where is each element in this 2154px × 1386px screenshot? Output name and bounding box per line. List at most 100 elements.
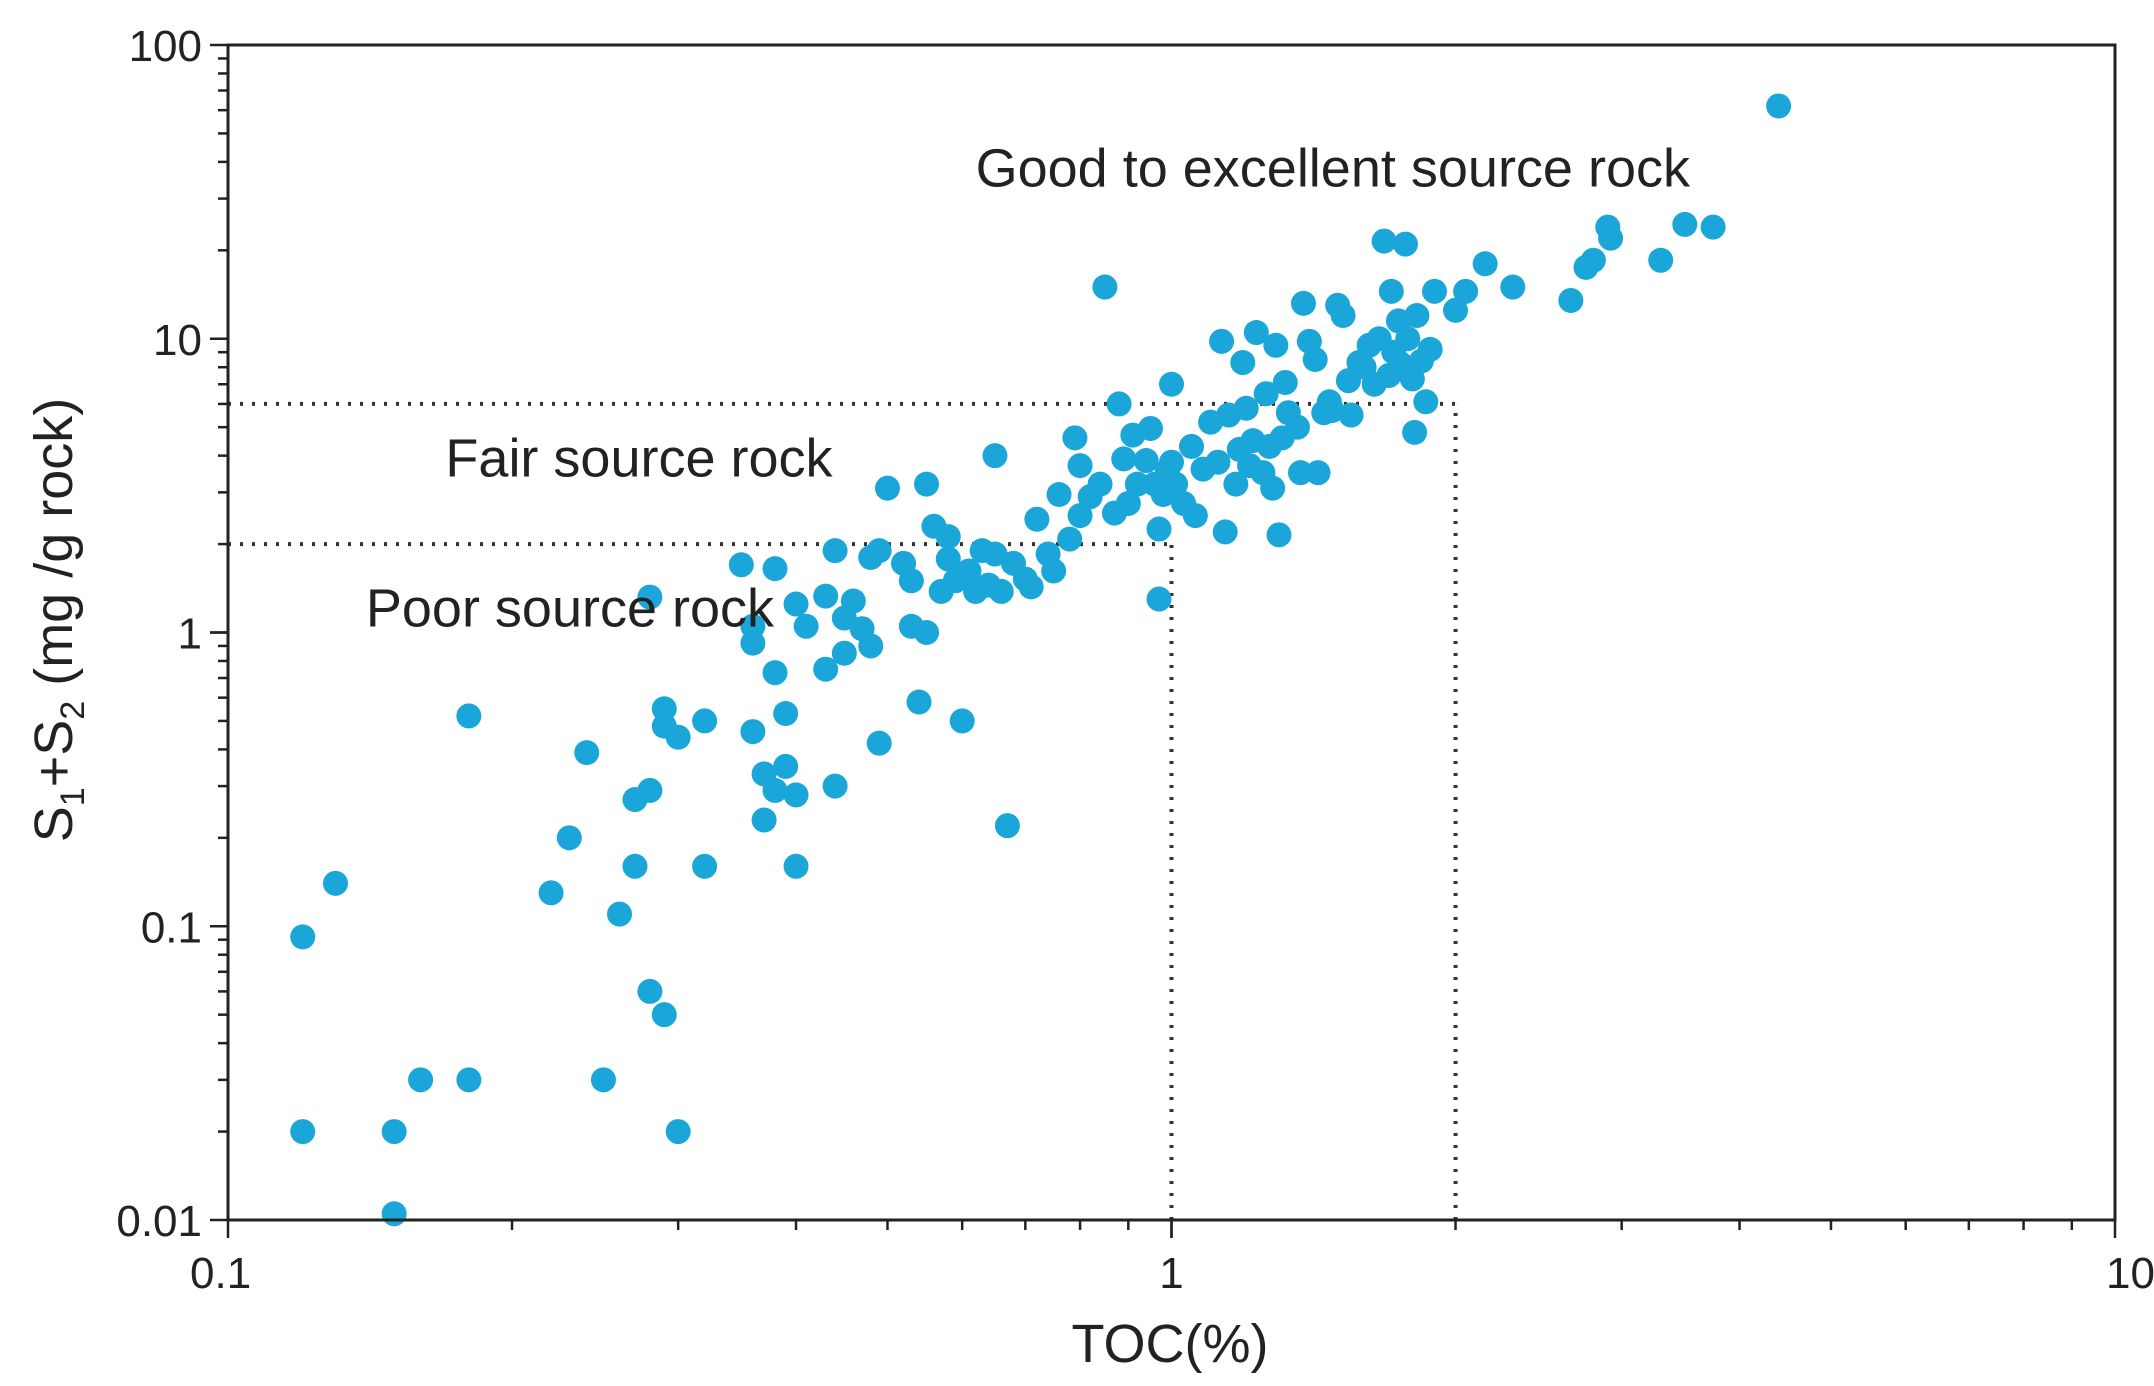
data-point xyxy=(1018,574,1044,600)
data-point xyxy=(1124,471,1150,497)
data-point xyxy=(840,588,866,614)
data-point xyxy=(1402,419,1428,445)
data-point xyxy=(1178,433,1204,459)
data-point xyxy=(1453,278,1479,304)
region-labels: Good to excellent source rock Fair source… xyxy=(366,138,1691,638)
data-point xyxy=(1443,297,1469,323)
data-point xyxy=(1766,93,1792,119)
data-point xyxy=(665,1119,691,1145)
data-point xyxy=(381,1119,407,1145)
data-point xyxy=(1205,449,1231,475)
data-point xyxy=(1272,369,1298,395)
data-point xyxy=(858,633,884,659)
data-point xyxy=(556,825,582,851)
data-point xyxy=(651,696,677,722)
region-label: Poor source rock xyxy=(366,578,775,638)
data-point xyxy=(1700,214,1726,240)
data-point xyxy=(1024,506,1050,532)
x-tick-label: 0.1 xyxy=(190,1249,251,1298)
data-point xyxy=(1233,395,1259,421)
data-point xyxy=(323,870,349,896)
data-point xyxy=(898,568,924,594)
data-point xyxy=(1212,519,1238,545)
data-point xyxy=(935,546,961,572)
data-point xyxy=(574,740,600,766)
data-point xyxy=(1115,490,1141,516)
data-point xyxy=(1067,503,1093,529)
data-point xyxy=(1243,320,1269,346)
data-point xyxy=(1580,247,1606,273)
data-point xyxy=(773,753,799,779)
data-point xyxy=(1338,402,1364,428)
data-point xyxy=(751,807,777,833)
region-label: Fair source rock xyxy=(445,428,833,488)
data-point xyxy=(1287,460,1313,486)
x-tick-label: 1 xyxy=(1159,1249,1183,1298)
data-point xyxy=(1330,302,1356,328)
x-tick-label: 10 xyxy=(2106,1249,2154,1298)
data-point xyxy=(866,730,892,756)
data-point xyxy=(762,556,788,582)
data-point xyxy=(1500,274,1526,300)
data-point xyxy=(607,901,633,927)
data-point xyxy=(866,538,892,564)
data-point xyxy=(1404,302,1430,328)
data-point xyxy=(1260,475,1286,501)
data-point xyxy=(988,578,1014,604)
data-point xyxy=(1062,425,1088,451)
data-point xyxy=(762,777,788,803)
data-point xyxy=(1558,287,1584,313)
data-point xyxy=(290,1119,316,1145)
data-point xyxy=(783,782,809,808)
data-point xyxy=(1223,471,1249,497)
data-point xyxy=(538,880,564,906)
data-point xyxy=(590,1067,616,1093)
data-point xyxy=(1290,290,1316,316)
data-point xyxy=(793,613,819,639)
data-point xyxy=(1417,336,1443,362)
y-tick-label: 0.1 xyxy=(141,903,202,952)
data-point xyxy=(1253,381,1279,407)
data-point xyxy=(949,708,975,734)
data-point xyxy=(1302,346,1328,372)
data-point xyxy=(1266,522,1292,548)
data-point xyxy=(831,640,857,666)
data-point xyxy=(290,924,316,950)
data-point xyxy=(762,660,788,686)
y-axis-title-sub1: 1 xyxy=(54,787,92,806)
data-point xyxy=(1182,503,1208,529)
data-point xyxy=(994,813,1020,839)
data-point xyxy=(1106,391,1132,417)
y-axis-title-sub2: 2 xyxy=(54,701,92,720)
data-point xyxy=(1146,586,1172,612)
data-point xyxy=(914,620,940,645)
data-point xyxy=(692,853,718,879)
data-point xyxy=(1672,211,1698,237)
data-point xyxy=(783,591,809,617)
x-axis-title: TOC(%) xyxy=(1072,1314,1269,1374)
data-point xyxy=(1057,526,1083,552)
data-point xyxy=(906,689,932,715)
data-point xyxy=(982,541,1008,567)
data-point xyxy=(1413,389,1439,415)
data-point xyxy=(381,1201,407,1227)
data-point xyxy=(813,656,839,682)
y-axis-title-s1: S xyxy=(24,806,84,842)
data-point xyxy=(1159,371,1184,397)
data-point xyxy=(1146,516,1172,542)
data-point xyxy=(1648,247,1674,273)
data-point xyxy=(692,708,718,734)
data-point xyxy=(637,584,663,610)
data-point xyxy=(822,538,848,564)
data-point xyxy=(1422,278,1448,304)
data-point xyxy=(1598,225,1624,251)
data-point xyxy=(456,703,482,729)
data-point xyxy=(773,700,799,726)
y-tick-label: 10 xyxy=(153,316,202,365)
data-point xyxy=(728,552,754,578)
data-point xyxy=(1371,228,1397,254)
region-label: Good to excellent source rock xyxy=(976,138,1691,198)
data-point xyxy=(408,1067,434,1093)
data-point xyxy=(1209,328,1235,354)
